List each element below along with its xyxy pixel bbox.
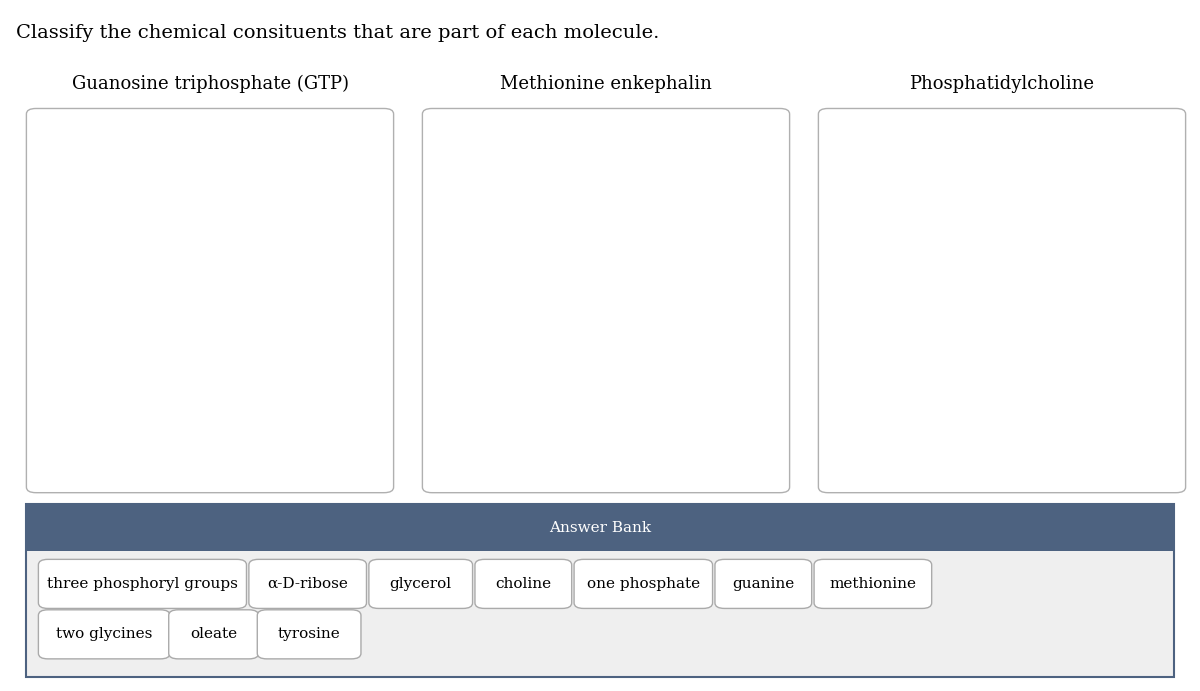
Text: two glycines: two glycines — [56, 627, 152, 641]
Text: Classify the chemical consituents that are part of each molecule.: Classify the chemical consituents that a… — [16, 24, 659, 42]
Text: choline: choline — [496, 577, 551, 591]
FancyBboxPatch shape — [38, 560, 246, 609]
Text: α-D-ribose: α-D-ribose — [268, 577, 348, 591]
Text: Phosphatidylcholine: Phosphatidylcholine — [910, 75, 1094, 93]
FancyBboxPatch shape — [26, 108, 394, 493]
FancyBboxPatch shape — [26, 504, 1174, 677]
Text: oleate: oleate — [190, 627, 238, 641]
FancyBboxPatch shape — [475, 560, 571, 609]
Text: guanine: guanine — [732, 577, 794, 591]
Text: Methionine enkephalin: Methionine enkephalin — [500, 75, 712, 93]
Text: glycerol: glycerol — [390, 577, 451, 591]
FancyBboxPatch shape — [368, 560, 473, 609]
Text: one phosphate: one phosphate — [587, 577, 700, 591]
FancyBboxPatch shape — [814, 560, 931, 609]
FancyBboxPatch shape — [38, 609, 170, 659]
FancyBboxPatch shape — [169, 609, 258, 659]
FancyBboxPatch shape — [248, 560, 366, 609]
FancyBboxPatch shape — [715, 560, 811, 609]
Text: Guanosine triphosphate (GTP): Guanosine triphosphate (GTP) — [72, 75, 348, 93]
FancyBboxPatch shape — [257, 609, 361, 659]
FancyBboxPatch shape — [574, 560, 713, 609]
Text: Answer Bank: Answer Bank — [548, 521, 652, 535]
FancyBboxPatch shape — [422, 108, 790, 493]
FancyBboxPatch shape — [26, 504, 1174, 551]
FancyBboxPatch shape — [818, 108, 1186, 493]
Text: tyrosine: tyrosine — [277, 627, 341, 641]
Text: three phosphoryl groups: three phosphoryl groups — [47, 577, 238, 591]
Text: methionine: methionine — [829, 577, 917, 591]
